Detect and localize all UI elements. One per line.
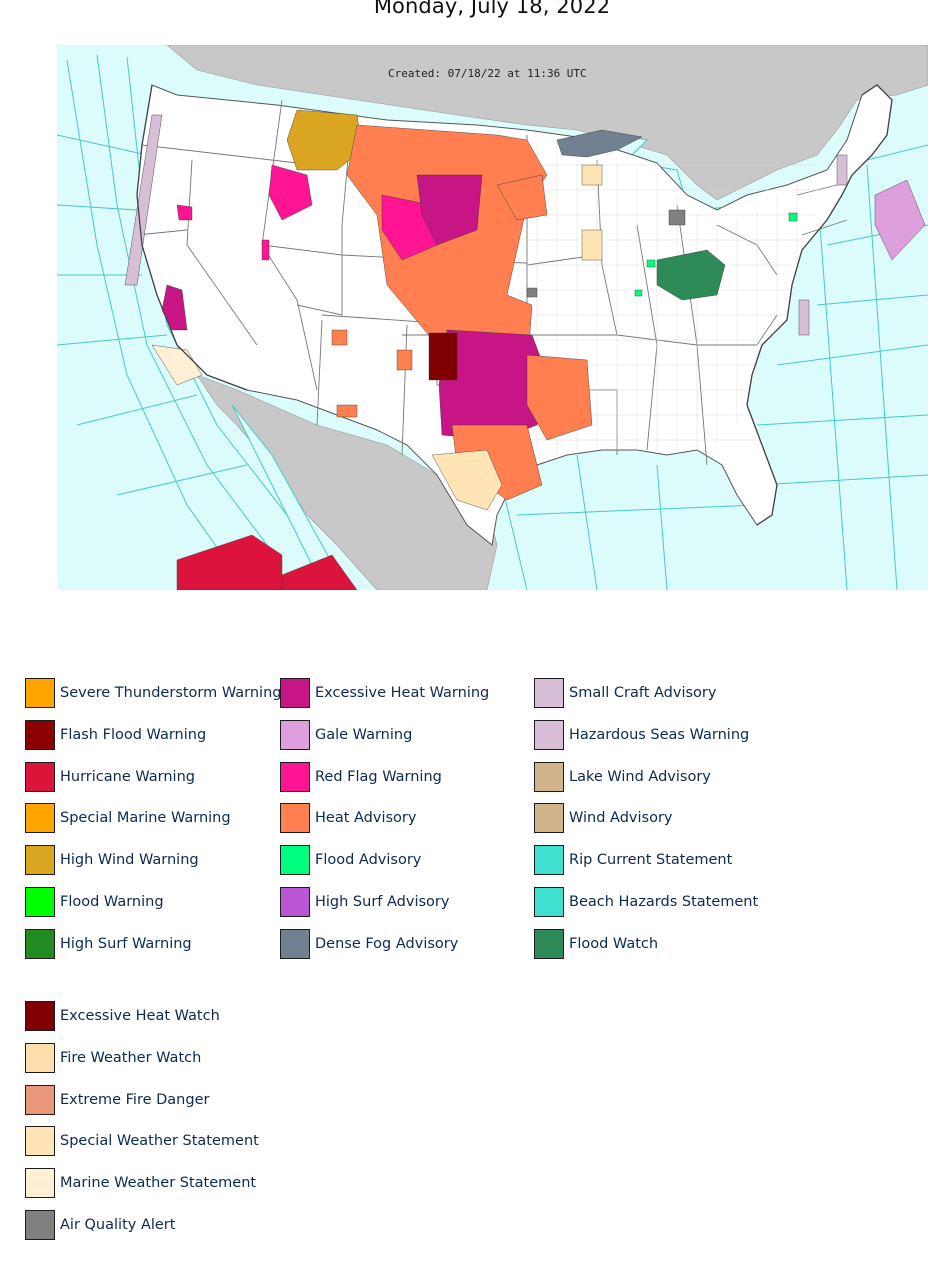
coastline <box>136 84 893 526</box>
legend-swatch <box>25 928 55 959</box>
legend-label: Hazardous Seas Warning <box>569 726 750 743</box>
legend-swatch <box>25 845 55 876</box>
hazard-map[interactable]: Created: 07/18/22 at 11:36 UTC <box>57 45 928 590</box>
legend-label: Red Flag Warning <box>315 768 442 785</box>
legend-swatch <box>280 761 310 792</box>
legend-swatch <box>534 928 564 959</box>
hazard-polygons <box>124 109 926 590</box>
legend-swatch <box>25 678 55 708</box>
legend-swatch <box>25 719 55 750</box>
legend-label: Wind Advisory <box>569 810 673 827</box>
legend-label: Lake Wind Advisory <box>569 768 711 785</box>
legend-label: Flash Flood Warning <box>60 726 207 743</box>
legend-swatch <box>25 803 55 834</box>
legend-label: Fire Weather Watch <box>60 1049 202 1066</box>
legend-swatch <box>534 803 564 834</box>
legend-swatch <box>280 803 310 834</box>
legend-label: Beach Hazards Statement <box>569 893 759 910</box>
legend-label: High Wind Warning <box>60 852 199 869</box>
legend-swatch <box>280 886 310 917</box>
legend-label: Marine Weather Statement <box>60 1175 257 1192</box>
legend-label: Dense Fog Advisory <box>315 935 459 952</box>
legend-label: Flood Warning <box>60 893 164 910</box>
legend-swatch <box>25 1168 55 1199</box>
legend-swatch <box>25 1042 55 1073</box>
legend-label: Flood Watch <box>569 935 659 952</box>
legend-label: Special Marine Warning <box>60 810 231 827</box>
legend-label: Flood Advisory <box>315 852 422 869</box>
legend-label: High Surf Advisory <box>315 893 450 910</box>
legend-label: Rip Current Statement <box>569 852 733 869</box>
legend-label: High Surf Warning <box>60 935 192 952</box>
legend-swatch <box>534 845 564 876</box>
legend-swatch <box>25 1209 55 1240</box>
canada-land <box>166 45 928 201</box>
legend-swatch <box>280 719 310 750</box>
created-timestamp: Created: 07/18/22 at 11:36 UTC <box>388 67 587 80</box>
legend-swatch <box>25 1001 55 1031</box>
legend-swatch <box>280 678 310 708</box>
legend-swatch <box>534 886 564 917</box>
legend-label: Excessive Heat Warning <box>315 685 490 701</box>
legend-swatch <box>25 761 55 792</box>
baja-water <box>231 404 348 590</box>
legend-label: Air Quality Alert <box>60 1216 176 1233</box>
legend-label: Hurricane Warning <box>60 768 195 785</box>
legend-label: Gale Warning <box>315 726 413 743</box>
legend-swatch <box>534 719 564 750</box>
legend-swatch <box>25 1084 55 1115</box>
legend-label: Small Craft Advisory <box>569 685 717 701</box>
legend-label: Special Weather Statement <box>60 1133 259 1150</box>
legend-swatch <box>534 678 564 708</box>
legend-label: Excessive Heat Watch <box>60 1008 220 1024</box>
legend-swatch <box>25 1126 55 1157</box>
legend-label: Extreme Fire Danger <box>60 1091 210 1108</box>
legend-swatch <box>25 886 55 917</box>
legend-label: Severe Thunderstorm Warning <box>60 685 282 701</box>
hazard-map-svg <box>57 45 928 590</box>
legend-swatch <box>534 761 564 792</box>
legend-swatch <box>280 928 310 959</box>
legend-label: Heat Advisory <box>315 810 417 827</box>
legend-swatch <box>280 845 310 876</box>
page-title: Monday, July 18, 2022 <box>373 0 611 18</box>
